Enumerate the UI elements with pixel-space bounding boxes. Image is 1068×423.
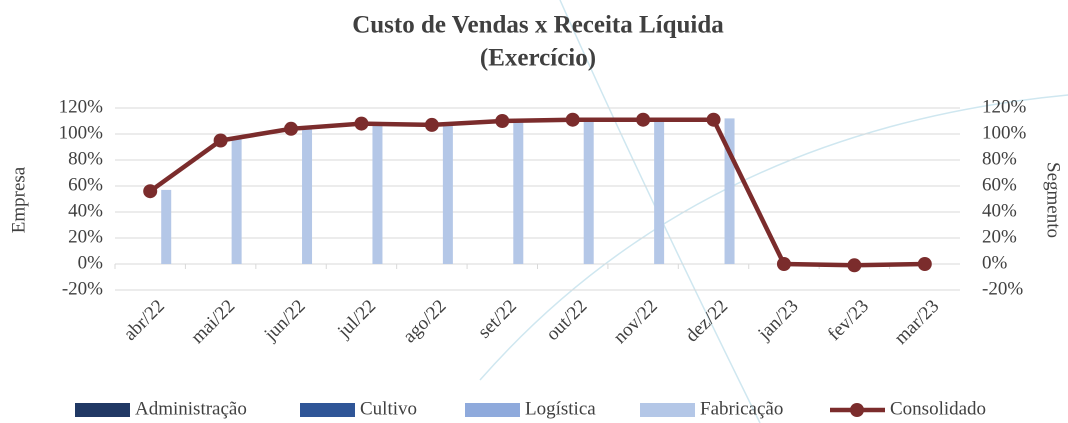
y2-tick-label: 20% (982, 226, 1017, 247)
y2-tick-label: 0% (982, 252, 1008, 273)
legend-label: Fabricação (700, 398, 783, 419)
y-tick-label: 120% (59, 96, 104, 117)
y-tick-label: 20% (68, 226, 103, 247)
y-tick-label: 100% (59, 122, 104, 143)
y2-tick-label: 100% (982, 122, 1027, 143)
marker (636, 112, 651, 127)
y-tick-label: 40% (68, 200, 103, 221)
bar (583, 119, 594, 264)
x-tick-label: out/22 (542, 296, 591, 345)
marker (565, 112, 580, 127)
decoration (479, 94, 1068, 381)
marker (847, 258, 862, 273)
x-tick-label: dez/22 (681, 296, 732, 347)
marker (917, 257, 932, 271)
y2-axis-label: Segmento (1043, 162, 1064, 238)
marker (776, 257, 791, 271)
legend-label: Logística (525, 398, 596, 419)
bar (442, 124, 453, 265)
bar (231, 136, 242, 264)
chart-title: Custo de Vendas x Receita Líquida (352, 12, 724, 39)
y2-tick-label: 40% (982, 200, 1017, 221)
bar (372, 123, 383, 264)
marker (213, 133, 228, 148)
y2-tick-label: 120% (982, 96, 1027, 117)
y-tick-label: 0% (78, 252, 104, 273)
marker (284, 121, 299, 136)
marker (495, 114, 510, 128)
bar (654, 119, 665, 264)
x-tick-label: jan/23 (753, 296, 802, 345)
y2-tick-label: -20% (982, 278, 1023, 299)
legend-label: Administração (135, 398, 247, 419)
x-tick-label: nov/22 (610, 296, 662, 348)
y2-tick-label: 60% (982, 174, 1017, 195)
x-tick-label: mai/22 (187, 296, 239, 348)
marker (354, 116, 369, 131)
y-axis-label: Empresa (8, 166, 29, 233)
y-tick-label: 60% (68, 174, 103, 195)
x-tick-label: mar/23 (890, 296, 943, 349)
legend-swatch (300, 403, 355, 417)
x-tick-label: abr/22 (120, 296, 169, 345)
marker (706, 112, 721, 127)
marker (143, 184, 158, 199)
y2-tick-label: 80% (982, 148, 1017, 169)
x-tick-label: set/22 (474, 296, 521, 343)
line (148, 117, 925, 268)
legend-swatch (465, 403, 520, 417)
bar (724, 118, 735, 265)
x-tick-label: jun/22 (260, 296, 310, 346)
y-tick-label: 80% (68, 148, 103, 169)
x-tick-label: jul/22 (333, 296, 380, 343)
x-tick-label: fev/23 (824, 296, 873, 345)
bar (161, 189, 172, 264)
legend-swatch (850, 403, 864, 417)
x-tick-label: ago/22 (399, 296, 450, 347)
marker (424, 117, 439, 132)
y-tick-label: -20% (62, 278, 103, 299)
bar (513, 121, 524, 264)
bar (302, 128, 313, 264)
legend-swatch (640, 403, 695, 417)
legend-label: Cultivo (360, 398, 417, 419)
decoration (559, 0, 761, 423)
chart-title: (Exercício) (480, 45, 596, 72)
legend-swatch (75, 403, 130, 417)
legend-label: Consolidado (890, 398, 986, 419)
